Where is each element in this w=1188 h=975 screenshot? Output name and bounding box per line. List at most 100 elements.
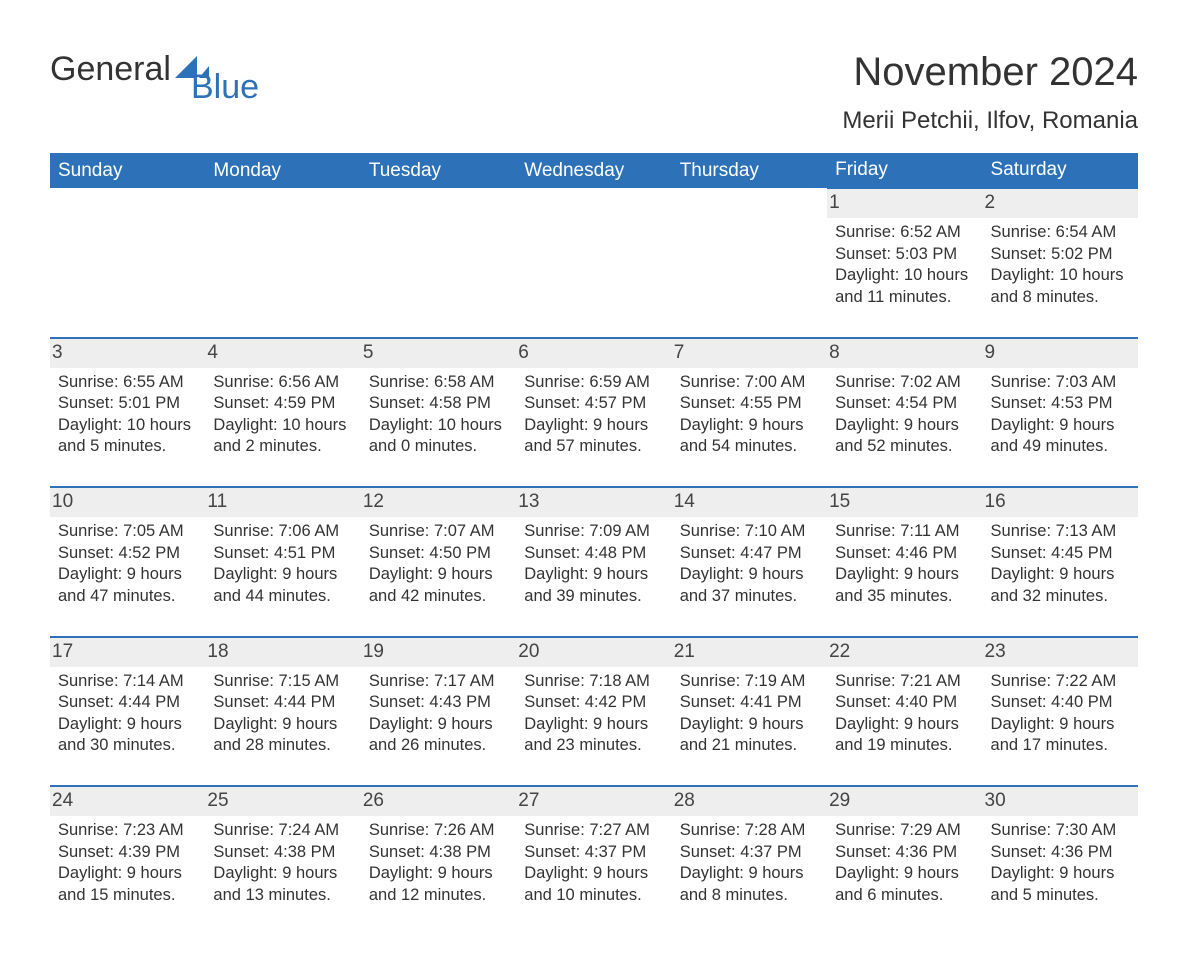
- day-info: Sunrise: 7:27 AMSunset: 4:37 PMDaylight:…: [524, 820, 663, 906]
- day-day2: and 10 minutes.: [524, 885, 663, 906]
- day-number: 6: [516, 339, 671, 368]
- day-day2: and 32 minutes.: [991, 586, 1130, 607]
- day-number: 10: [50, 488, 205, 517]
- day-day1: Daylight: 9 hours: [835, 564, 974, 585]
- day-sunrise: Sunrise: 7:29 AM: [835, 820, 974, 841]
- calendar-week-row: 24Sunrise: 7:23 AMSunset: 4:39 PMDayligh…: [50, 786, 1138, 935]
- day-day2: and 54 minutes.: [680, 436, 819, 457]
- day-info: Sunrise: 6:58 AMSunset: 4:58 PMDaylight:…: [369, 372, 508, 458]
- calendar-day-cell: 29Sunrise: 7:29 AMSunset: 4:36 PMDayligh…: [827, 786, 982, 935]
- day-sunset: Sunset: 4:59 PM: [213, 393, 352, 414]
- day-sunrise: Sunrise: 6:56 AM: [213, 372, 352, 393]
- day-number: 1: [827, 189, 982, 218]
- day-info: Sunrise: 7:02 AMSunset: 4:54 PMDaylight:…: [835, 372, 974, 458]
- day-info: Sunrise: 7:23 AMSunset: 4:39 PMDaylight:…: [58, 820, 197, 906]
- day-sunrise: Sunrise: 7:23 AM: [58, 820, 197, 841]
- day-sunset: Sunset: 4:54 PM: [835, 393, 974, 414]
- day-info: Sunrise: 7:00 AMSunset: 4:55 PMDaylight:…: [680, 372, 819, 458]
- day-day1: Daylight: 9 hours: [524, 714, 663, 735]
- day-number: 24: [50, 787, 205, 816]
- day-sunrise: Sunrise: 7:05 AM: [58, 521, 197, 542]
- day-day1: Daylight: 9 hours: [369, 863, 508, 884]
- day-number: 2: [983, 189, 1138, 218]
- day-day1: Daylight: 9 hours: [680, 863, 819, 884]
- calendar-day-cell: 13Sunrise: 7:09 AMSunset: 4:48 PMDayligh…: [516, 487, 671, 637]
- day-info: Sunrise: 6:54 AMSunset: 5:02 PMDaylight:…: [991, 222, 1130, 308]
- day-sunrise: Sunrise: 7:26 AM: [369, 820, 508, 841]
- calendar-day-cell: 25Sunrise: 7:24 AMSunset: 4:38 PMDayligh…: [205, 786, 360, 935]
- day-info: Sunrise: 7:07 AMSunset: 4:50 PMDaylight:…: [369, 521, 508, 607]
- day-info: Sunrise: 7:15 AMSunset: 4:44 PMDaylight:…: [213, 671, 352, 757]
- calendar-day-cell: 21Sunrise: 7:19 AMSunset: 4:41 PMDayligh…: [672, 637, 827, 787]
- day-number: 3: [50, 339, 205, 368]
- day-sunrise: Sunrise: 7:27 AM: [524, 820, 663, 841]
- day-day1: Daylight: 9 hours: [58, 714, 197, 735]
- calendar-day-cell: 7 Sunrise: 7:00 AMSunset: 4:55 PMDaylight…: [672, 338, 827, 488]
- day-day1: Daylight: 10 hours: [369, 415, 508, 436]
- calendar-day-cell: 11Sunrise: 7:06 AMSunset: 4:51 PMDayligh…: [205, 487, 360, 637]
- day-day1: Daylight: 10 hours: [991, 265, 1130, 286]
- day-sunset: Sunset: 4:45 PM: [991, 543, 1130, 564]
- day-day1: Daylight: 9 hours: [835, 714, 974, 735]
- day-sunset: Sunset: 4:48 PM: [524, 543, 663, 564]
- calendar-table: Sunday Monday Tuesday Wednesday Thursday…: [50, 153, 1138, 935]
- weekday-header-row: Sunday Monday Tuesday Wednesday Thursday…: [50, 153, 1138, 188]
- day-sunset: Sunset: 4:44 PM: [58, 692, 197, 713]
- day-day2: and 21 minutes.: [680, 735, 819, 756]
- day-info: Sunrise: 7:05 AMSunset: 4:52 PMDaylight:…: [58, 521, 197, 607]
- weekday-header: Wednesday: [516, 153, 671, 188]
- day-day2: and 35 minutes.: [835, 586, 974, 607]
- day-sunrise: Sunrise: 7:22 AM: [991, 671, 1130, 692]
- day-day2: and 5 minutes.: [991, 885, 1130, 906]
- calendar-day-cell: 27 Sunrise: 7:27 AMSunset: 4:37 PMDayligh…: [516, 786, 671, 935]
- day-number: 18: [205, 638, 360, 667]
- day-day1: Daylight: 9 hours: [58, 863, 197, 884]
- calendar-week-row: 1Sunrise: 6:52 AMSunset: 5:03 PMDaylight…: [50, 188, 1138, 338]
- day-sunset: Sunset: 4:50 PM: [369, 543, 508, 564]
- day-info: Sunrise: 7:30 AMSunset: 4:36 PMDaylight:…: [991, 820, 1130, 906]
- page-title: November 2024: [842, 50, 1138, 95]
- day-number: 19: [361, 638, 516, 667]
- day-sunset: Sunset: 4:43 PM: [369, 692, 508, 713]
- calendar-empty-cell: [205, 188, 360, 338]
- calendar-empty-cell: [672, 188, 827, 338]
- day-day2: and 15 minutes.: [58, 885, 197, 906]
- day-number: 27: [516, 787, 671, 816]
- calendar-day-cell: 23Sunrise: 7:22 AMSunset: 4:40 PMDayligh…: [983, 637, 1138, 787]
- day-sunset: Sunset: 4:40 PM: [835, 692, 974, 713]
- calendar-day-cell: 8Sunrise: 7:02 AMSunset: 4:54 PMDaylight…: [827, 338, 982, 488]
- calendar-day-cell: 24 Sunrise: 7:23 AMSunset: 4:39 PMDayligh…: [50, 786, 205, 935]
- day-sunset: Sunset: 5:01 PM: [58, 393, 197, 414]
- day-day1: Daylight: 9 hours: [524, 564, 663, 585]
- day-day2: and 42 minutes.: [369, 586, 508, 607]
- day-sunrise: Sunrise: 7:03 AM: [991, 372, 1130, 393]
- day-number: 22: [827, 638, 982, 667]
- day-info: Sunrise: 7:11 AMSunset: 4:46 PMDaylight:…: [835, 521, 974, 607]
- day-sunrise: Sunrise: 6:58 AM: [369, 372, 508, 393]
- day-info: Sunrise: 7:17 AMSunset: 4:43 PMDaylight:…: [369, 671, 508, 757]
- day-sunset: Sunset: 4:39 PM: [58, 842, 197, 863]
- day-sunset: Sunset: 4:36 PM: [835, 842, 974, 863]
- day-sunrise: Sunrise: 7:09 AM: [524, 521, 663, 542]
- day-sunrise: Sunrise: 7:06 AM: [213, 521, 352, 542]
- logo-word-1: General: [50, 50, 171, 89]
- day-info: Sunrise: 7:28 AMSunset: 4:37 PMDaylight:…: [680, 820, 819, 906]
- calendar-week-row: 10Sunrise: 7:05 AMSunset: 4:52 PMDayligh…: [50, 487, 1138, 637]
- weekday-header: Saturday: [983, 153, 1138, 188]
- day-number: 7: [672, 339, 827, 368]
- day-number: 4: [205, 339, 360, 368]
- day-sunrise: Sunrise: 7:15 AM: [213, 671, 352, 692]
- day-info: Sunrise: 7:19 AMSunset: 4:41 PMDaylight:…: [680, 671, 819, 757]
- day-sunrise: Sunrise: 7:11 AM: [835, 521, 974, 542]
- day-day2: and 17 minutes.: [991, 735, 1130, 756]
- day-day1: Daylight: 9 hours: [991, 564, 1130, 585]
- calendar-day-cell: 17Sunrise: 7:14 AMSunset: 4:44 PMDayligh…: [50, 637, 205, 787]
- day-day2: and 26 minutes.: [369, 735, 508, 756]
- day-sunrise: Sunrise: 6:59 AM: [524, 372, 663, 393]
- day-day1: Daylight: 9 hours: [369, 714, 508, 735]
- day-sunset: Sunset: 5:03 PM: [835, 244, 974, 265]
- day-day2: and 5 minutes.: [58, 436, 197, 457]
- day-sunset: Sunset: 4:52 PM: [58, 543, 197, 564]
- day-sunrise: Sunrise: 7:21 AM: [835, 671, 974, 692]
- day-info: Sunrise: 6:59 AMSunset: 4:57 PMDaylight:…: [524, 372, 663, 458]
